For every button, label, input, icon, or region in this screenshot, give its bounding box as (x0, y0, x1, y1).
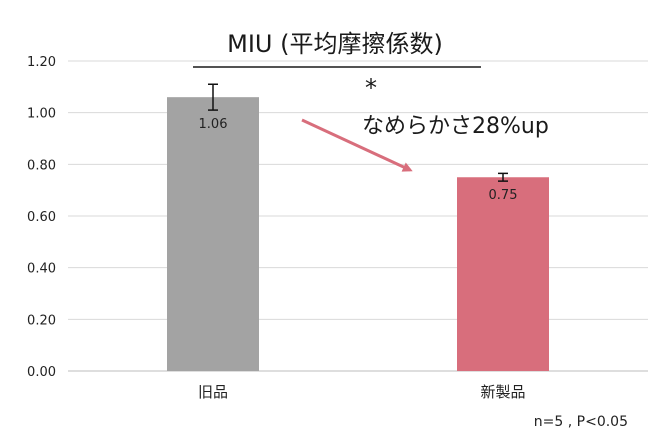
bar (167, 97, 259, 372)
y-tick-label: 0.40 (27, 262, 56, 277)
gridlines (68, 60, 648, 372)
chart-title: MIU (平均摩擦係数) (227, 30, 443, 58)
sample-note: n=5 , P<0.05 (534, 414, 628, 430)
category-labels: 旧品 新製品 (198, 383, 526, 401)
y-tick-label: 1.20 (27, 55, 56, 70)
bars (167, 97, 549, 372)
improvement-annotation: なめらかさ28%up (362, 114, 549, 139)
y-tick-label: 0.00 (27, 365, 56, 380)
error-bars (208, 83, 508, 182)
y-tick-label: 1.00 (27, 107, 56, 122)
bar-value-label: 1.06 (199, 117, 228, 132)
bar-value-labels: 1.06 0.75 (199, 117, 518, 203)
y-tick-label: 0.80 (27, 158, 56, 173)
y-tick-label: 0.20 (27, 313, 56, 328)
y-tick-label: 0.60 (27, 210, 56, 225)
decrease-arrow (301, 118, 413, 172)
bar (457, 177, 549, 371)
category-label: 旧品 (198, 383, 228, 401)
significance-star: * (365, 74, 377, 102)
y-axis-tick-labels: 0.00 0.20 0.40 0.60 0.80 1.00 1.20 (27, 55, 56, 380)
category-label: 新製品 (480, 383, 525, 401)
bar-value-label: 0.75 (489, 188, 518, 203)
